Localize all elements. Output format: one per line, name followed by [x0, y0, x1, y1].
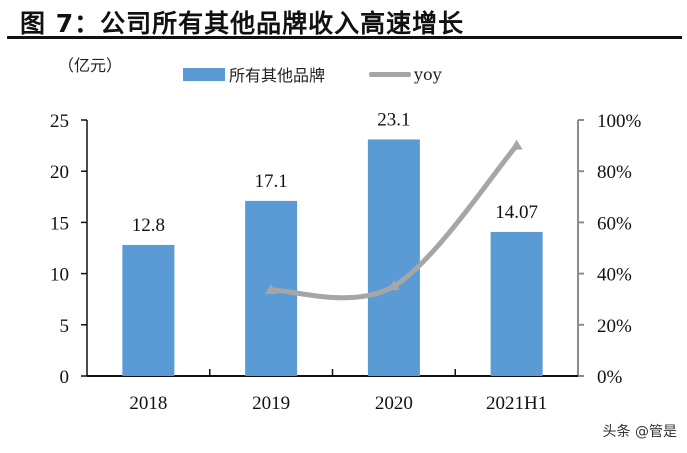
- bar: [490, 231, 543, 376]
- yoy-marker: [510, 139, 523, 150]
- legend-swatch-line: [369, 71, 412, 77]
- yoy-marker: [265, 283, 278, 294]
- bar: [122, 244, 175, 376]
- figure-title: 图 7：公司所有其他品牌收入高速增长: [20, 9, 465, 38]
- watermark: 头条 @管是: [602, 424, 677, 440]
- yoy-marker: [387, 280, 400, 291]
- title-rule: [7, 36, 682, 39]
- y-tick-label: 0: [60, 367, 70, 388]
- x-tick-label: 2019: [252, 393, 290, 414]
- y-tick-label: 25: [50, 111, 69, 132]
- legend-swatch-bar: [183, 67, 225, 81]
- bar: [367, 139, 420, 376]
- legend: 所有其他品牌 yoy: [183, 62, 442, 86]
- y-tick-label: 20: [50, 162, 69, 183]
- y2-tick-label: 60%: [597, 213, 632, 234]
- y2-tick-label: 100%: [597, 111, 642, 132]
- legend-label-bar: 所有其他品牌: [229, 66, 326, 85]
- y2-tick-label: 0%: [597, 367, 623, 388]
- y-tick-label: 15: [50, 213, 69, 234]
- y-tick-label: 10: [50, 265, 69, 286]
- y-tick-label: 5: [60, 316, 70, 337]
- legend-label-line: yoy: [414, 64, 442, 84]
- bar-data-label: 23.1: [377, 109, 410, 130]
- bar-data-label: 14.07: [495, 202, 538, 223]
- y2-tick-label: 80%: [597, 162, 632, 183]
- bar-data-label: 17.1: [255, 171, 288, 192]
- y-axis-unit: （亿元）: [58, 56, 123, 75]
- x-tick-label: 2018: [129, 393, 167, 414]
- x-tick-label: 2020: [375, 393, 413, 414]
- bar-data-label: 12.8: [132, 215, 165, 236]
- y2-tick-label: 40%: [597, 265, 632, 286]
- x-tick-label: 2021H1: [486, 393, 547, 414]
- y2-tick-label: 20%: [597, 316, 632, 337]
